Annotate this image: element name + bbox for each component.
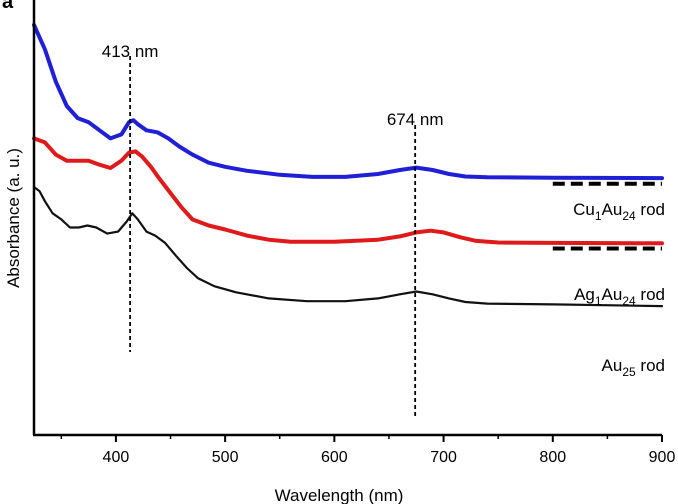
label-subscript: 1 xyxy=(595,294,602,308)
series-line-ag1au24 xyxy=(32,136,664,246)
x-tick-label: 400 xyxy=(103,449,130,466)
x-tick-label: 600 xyxy=(321,449,348,466)
x-tick-label: 700 xyxy=(430,449,457,466)
label-text: Au xyxy=(602,200,623,219)
label-subscript: 24 xyxy=(622,294,636,308)
peak-annotation: 413 nm xyxy=(102,42,159,61)
panel-label: a xyxy=(2,0,14,13)
x-tick-label: 900 xyxy=(649,449,676,466)
label-text: rod xyxy=(636,200,665,219)
series-label-au25: Au25 rod xyxy=(602,356,665,379)
series-layer xyxy=(32,23,664,308)
marker-layer: 413 nm 674 nm xyxy=(102,42,662,416)
y-axis-title: Absorbance (a. u.) xyxy=(4,148,23,288)
series-label-cu1au24: Cu1Au24 rod xyxy=(573,200,665,223)
label-subscript: 1 xyxy=(595,209,602,223)
label-text: Au xyxy=(602,285,623,304)
label-subscript: 24 xyxy=(622,209,636,223)
label-subscript: 25 xyxy=(622,365,636,379)
x-tick-label: 500 xyxy=(212,449,239,466)
x-tick-layer: 400 500 600 700 800 900 xyxy=(60,435,676,466)
series-line-au25 xyxy=(32,185,664,308)
label-text: Ag xyxy=(574,285,595,304)
peak-annotation: 674 nm xyxy=(387,110,444,129)
label-text: rod xyxy=(636,285,665,304)
series-line-cu1au24 xyxy=(32,23,664,181)
label-text: rod xyxy=(636,356,665,375)
x-axis-title: Wavelength (nm) xyxy=(275,486,404,504)
series-label-ag1au24: Ag1Au24 rod xyxy=(574,285,665,308)
label-text: Au xyxy=(602,356,623,375)
label-text: Cu xyxy=(573,200,595,219)
x-tick-label: 800 xyxy=(539,449,566,466)
